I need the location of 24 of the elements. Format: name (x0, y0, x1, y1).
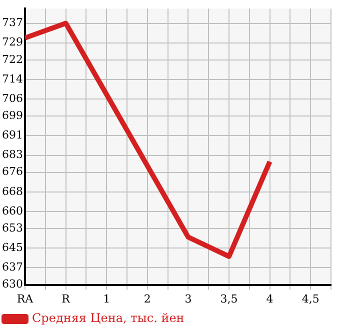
y-tick-label: 660 (2, 204, 23, 218)
x-tick-label: 2 (144, 292, 151, 306)
y-tick-label: 706 (2, 92, 23, 105)
y-tick-label: 645 (2, 240, 23, 254)
x-tick-label: 3,5 (220, 292, 238, 306)
x-tick-label: 3 (184, 292, 192, 306)
y-tick-label: 714 (2, 72, 23, 86)
y-tick-label: 668 (2, 184, 23, 198)
x-tick-label: 4,5 (302, 292, 320, 306)
legend-label: Средняя Цена, тыс. йен (32, 311, 184, 326)
x-tick-label: 4 (266, 292, 274, 306)
y-tick-label: 653 (2, 221, 23, 234)
x-tick-label: R (62, 292, 71, 306)
y-tick-label: 737 (2, 16, 23, 30)
x-tick-label: RA (16, 292, 34, 306)
y-tick-label: 630 (2, 278, 23, 291)
y-tick-label: 729 (2, 36, 23, 49)
y-tick-label: 676 (2, 165, 23, 178)
y-tick-label: 637 (2, 260, 23, 274)
y-tick-label: 691 (2, 128, 23, 142)
y-tick-label: 699 (2, 109, 23, 122)
y-tick-label: 722 (2, 52, 23, 66)
x-tick-label: 1 (103, 292, 110, 306)
y-tick-label: 683 (2, 148, 23, 162)
